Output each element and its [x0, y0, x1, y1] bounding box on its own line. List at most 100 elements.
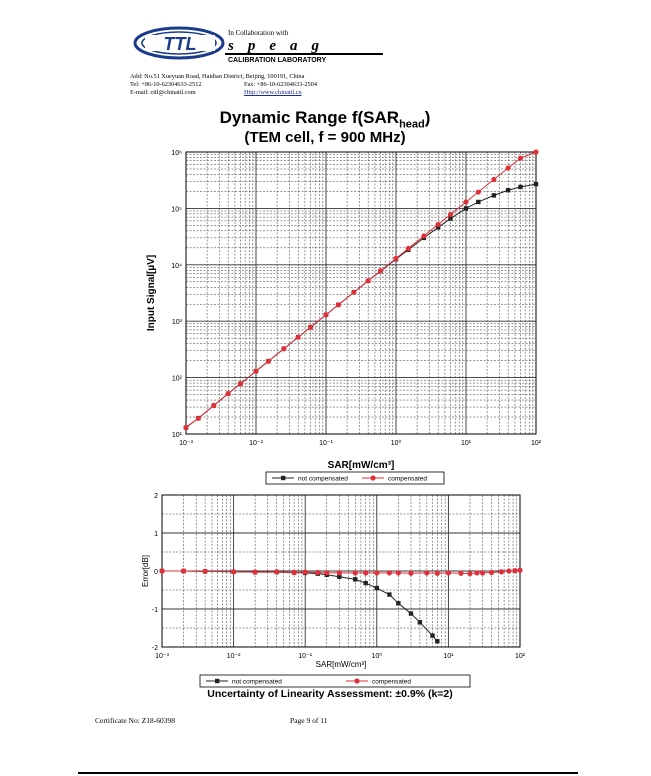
uncertainty-statement: Uncertainty of Linearity Assessment: ±0.…	[207, 688, 453, 700]
y-tick-label: 10⁶	[171, 150, 182, 157]
data-point-compensated	[253, 368, 259, 374]
data-point-compensated	[395, 570, 401, 576]
x-axis-label: SAR[mW/cm³]	[328, 460, 395, 471]
chart-title-close: )	[424, 108, 431, 127]
data-point-compensated	[405, 245, 411, 252]
data-point-compensated	[211, 402, 217, 409]
data-point-compensated	[363, 570, 369, 576]
x-tick-label: 10²	[531, 440, 542, 447]
y-axis-label: Error[dB]	[141, 555, 150, 587]
website-link[interactable]: Http://www.chinattl.cn	[244, 89, 302, 96]
y-tick-label: 0	[154, 569, 158, 576]
data-point-compensated	[447, 211, 454, 218]
data-point-not-compensated	[417, 620, 423, 625]
page-number: Page 9 of 11	[290, 716, 328, 725]
data-point-not-compensated	[505, 188, 511, 193]
data-point-compensated	[505, 165, 511, 171]
data-point-compensated	[352, 570, 358, 576]
data-point-not-compensated	[374, 585, 379, 591]
legend-label: not compensated	[232, 679, 282, 686]
data-point-not-compensated	[518, 184, 523, 190]
data-point-not-compensated	[448, 216, 453, 221]
x-tick-label: 10⁰	[391, 439, 402, 447]
y-tick-label: 10¹	[172, 432, 183, 439]
legend-marker-not-compensated	[281, 475, 286, 481]
email-text: E-mail: cttl@chinattl.com	[130, 89, 196, 96]
data-point-compensated	[274, 569, 280, 575]
data-point-compensated	[533, 149, 539, 155]
chart-subtitle: (TEM cell, f = 900 MHz)	[244, 129, 406, 146]
legend-marker-compensated	[354, 678, 360, 684]
linearity-error-chart: 10⁻³ 10⁻² 10⁻¹ 10⁰ 10¹ 10² -2 -1 0 1 2 SAR[mW/cm³] E…	[141, 493, 526, 688]
data-point-compensated	[491, 176, 497, 183]
y-tick-label: -2	[152, 645, 158, 652]
data-point-compensated	[475, 189, 481, 195]
y-tick-label: 10³	[172, 319, 183, 326]
data-point-compensated	[225, 391, 231, 397]
data-point-not-compensated	[435, 639, 440, 644]
data-point-not-compensated	[387, 592, 392, 597]
data-point-compensated	[180, 568, 187, 574]
data-point-compensated	[506, 568, 512, 574]
x-tick-label: 10⁻²	[249, 440, 263, 447]
data-point-compensated	[237, 381, 244, 387]
data-point-compensated	[291, 569, 297, 576]
legend-label: compensated	[372, 679, 411, 686]
data-point-compensated	[393, 255, 399, 261]
data-point-compensated	[435, 221, 441, 228]
data-point-compensated	[183, 424, 189, 431]
data-point-not-compensated	[337, 574, 342, 579]
x-tick-label: 10⁻³	[179, 440, 193, 447]
y-tick-label: -1	[152, 607, 158, 614]
data-point-compensated	[323, 312, 329, 318]
data-point-not-compensated	[463, 206, 469, 211]
data-point-not-compensated	[363, 580, 368, 586]
data-point-compensated	[281, 346, 287, 352]
plot-area	[186, 152, 536, 434]
chart-title: Dynamic Range f(SARhead)	[150, 108, 500, 130]
data-point-compensated	[517, 567, 523, 573]
dynamic-range-chart: 10⁻³ 10⁻² 10⁻¹ 10⁰ 10¹ 10² 10¹ 10² 10³ 10⁴ 10⁵ 10⁶ S…	[146, 149, 542, 485]
legend-label: compensated	[388, 476, 427, 483]
data-point-compensated	[386, 570, 393, 576]
data-point-compensated	[336, 570, 342, 576]
plot-frame	[185, 151, 537, 435]
data-point-compensated	[252, 569, 258, 575]
legend-box	[265, 471, 445, 485]
data-point-not-compensated	[435, 225, 441, 230]
data-point-compensated	[159, 568, 165, 574]
data-point-not-compensated	[491, 193, 497, 198]
data-point-compensated	[365, 278, 371, 284]
data-point-compensated	[498, 569, 505, 575]
y-tick-label: 10⁴	[171, 263, 182, 270]
fax-text: Fax: +86-10-62304633-2504	[244, 81, 317, 88]
speag-underline	[225, 53, 383, 55]
data-point-compensated	[335, 302, 341, 308]
data-point-compensated	[302, 569, 308, 575]
y-axis-label: Input Signal[µV]	[146, 255, 157, 331]
data-point-compensated	[195, 415, 201, 421]
certificate-number: Certificate No: Z18-60398	[95, 716, 175, 725]
data-point-compensated	[307, 324, 314, 330]
data-point-compensated	[351, 289, 357, 295]
data-point-compensated	[434, 570, 440, 576]
data-point-not-compensated	[533, 181, 539, 187]
data-point-not-compensated	[353, 577, 358, 582]
data-point-compensated	[408, 570, 414, 576]
data-point-compensated	[474, 570, 480, 576]
y-tick-label: 2	[154, 493, 158, 500]
data-point-compensated	[315, 569, 321, 576]
x-tick-label: 10¹	[461, 440, 472, 447]
x-tick-label: 10⁰	[372, 652, 383, 660]
x-axis-label: SAR[mW/cm³]	[316, 660, 367, 669]
data-point-not-compensated	[476, 199, 481, 205]
data-point-compensated	[324, 570, 330, 576]
series-line-compensated	[185, 151, 537, 428]
y-tick-label: 1	[154, 531, 158, 538]
address-text: Add: No.51 Xueyuan Road, Haidian Distric…	[130, 73, 305, 80]
data-point-compensated	[374, 570, 380, 576]
y-tick-label: 10²	[172, 376, 183, 383]
data-point-compensated	[512, 568, 518, 574]
data-point-compensated	[421, 233, 427, 239]
